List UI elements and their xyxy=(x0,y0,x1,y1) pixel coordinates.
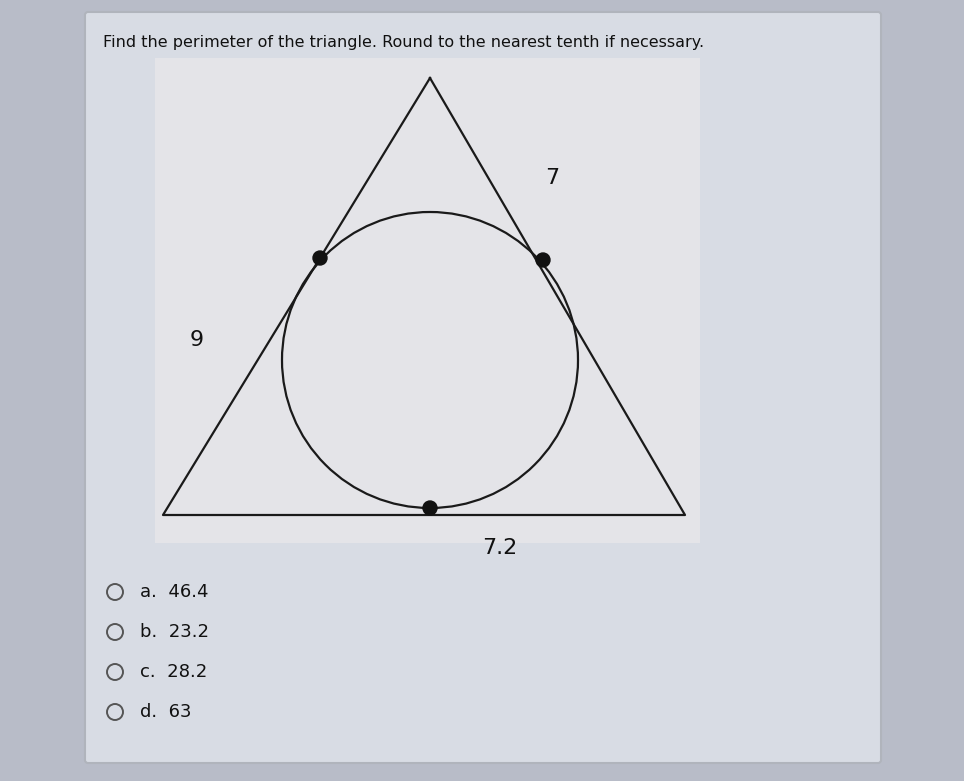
Circle shape xyxy=(313,251,327,265)
Text: 9: 9 xyxy=(190,330,204,350)
Text: 7.2: 7.2 xyxy=(482,538,518,558)
Circle shape xyxy=(536,253,550,267)
Bar xyxy=(155,58,700,543)
Text: a.  46.4: a. 46.4 xyxy=(140,583,208,601)
Text: 7: 7 xyxy=(545,168,559,188)
Text: c.  28.2: c. 28.2 xyxy=(140,663,207,681)
Text: Find the perimeter of the triangle. Round to the nearest tenth if necessary.: Find the perimeter of the triangle. Roun… xyxy=(103,35,704,51)
Text: d.  63: d. 63 xyxy=(140,703,192,721)
Circle shape xyxy=(423,501,437,515)
FancyBboxPatch shape xyxy=(85,12,881,763)
Text: b.  23.2: b. 23.2 xyxy=(140,623,209,641)
